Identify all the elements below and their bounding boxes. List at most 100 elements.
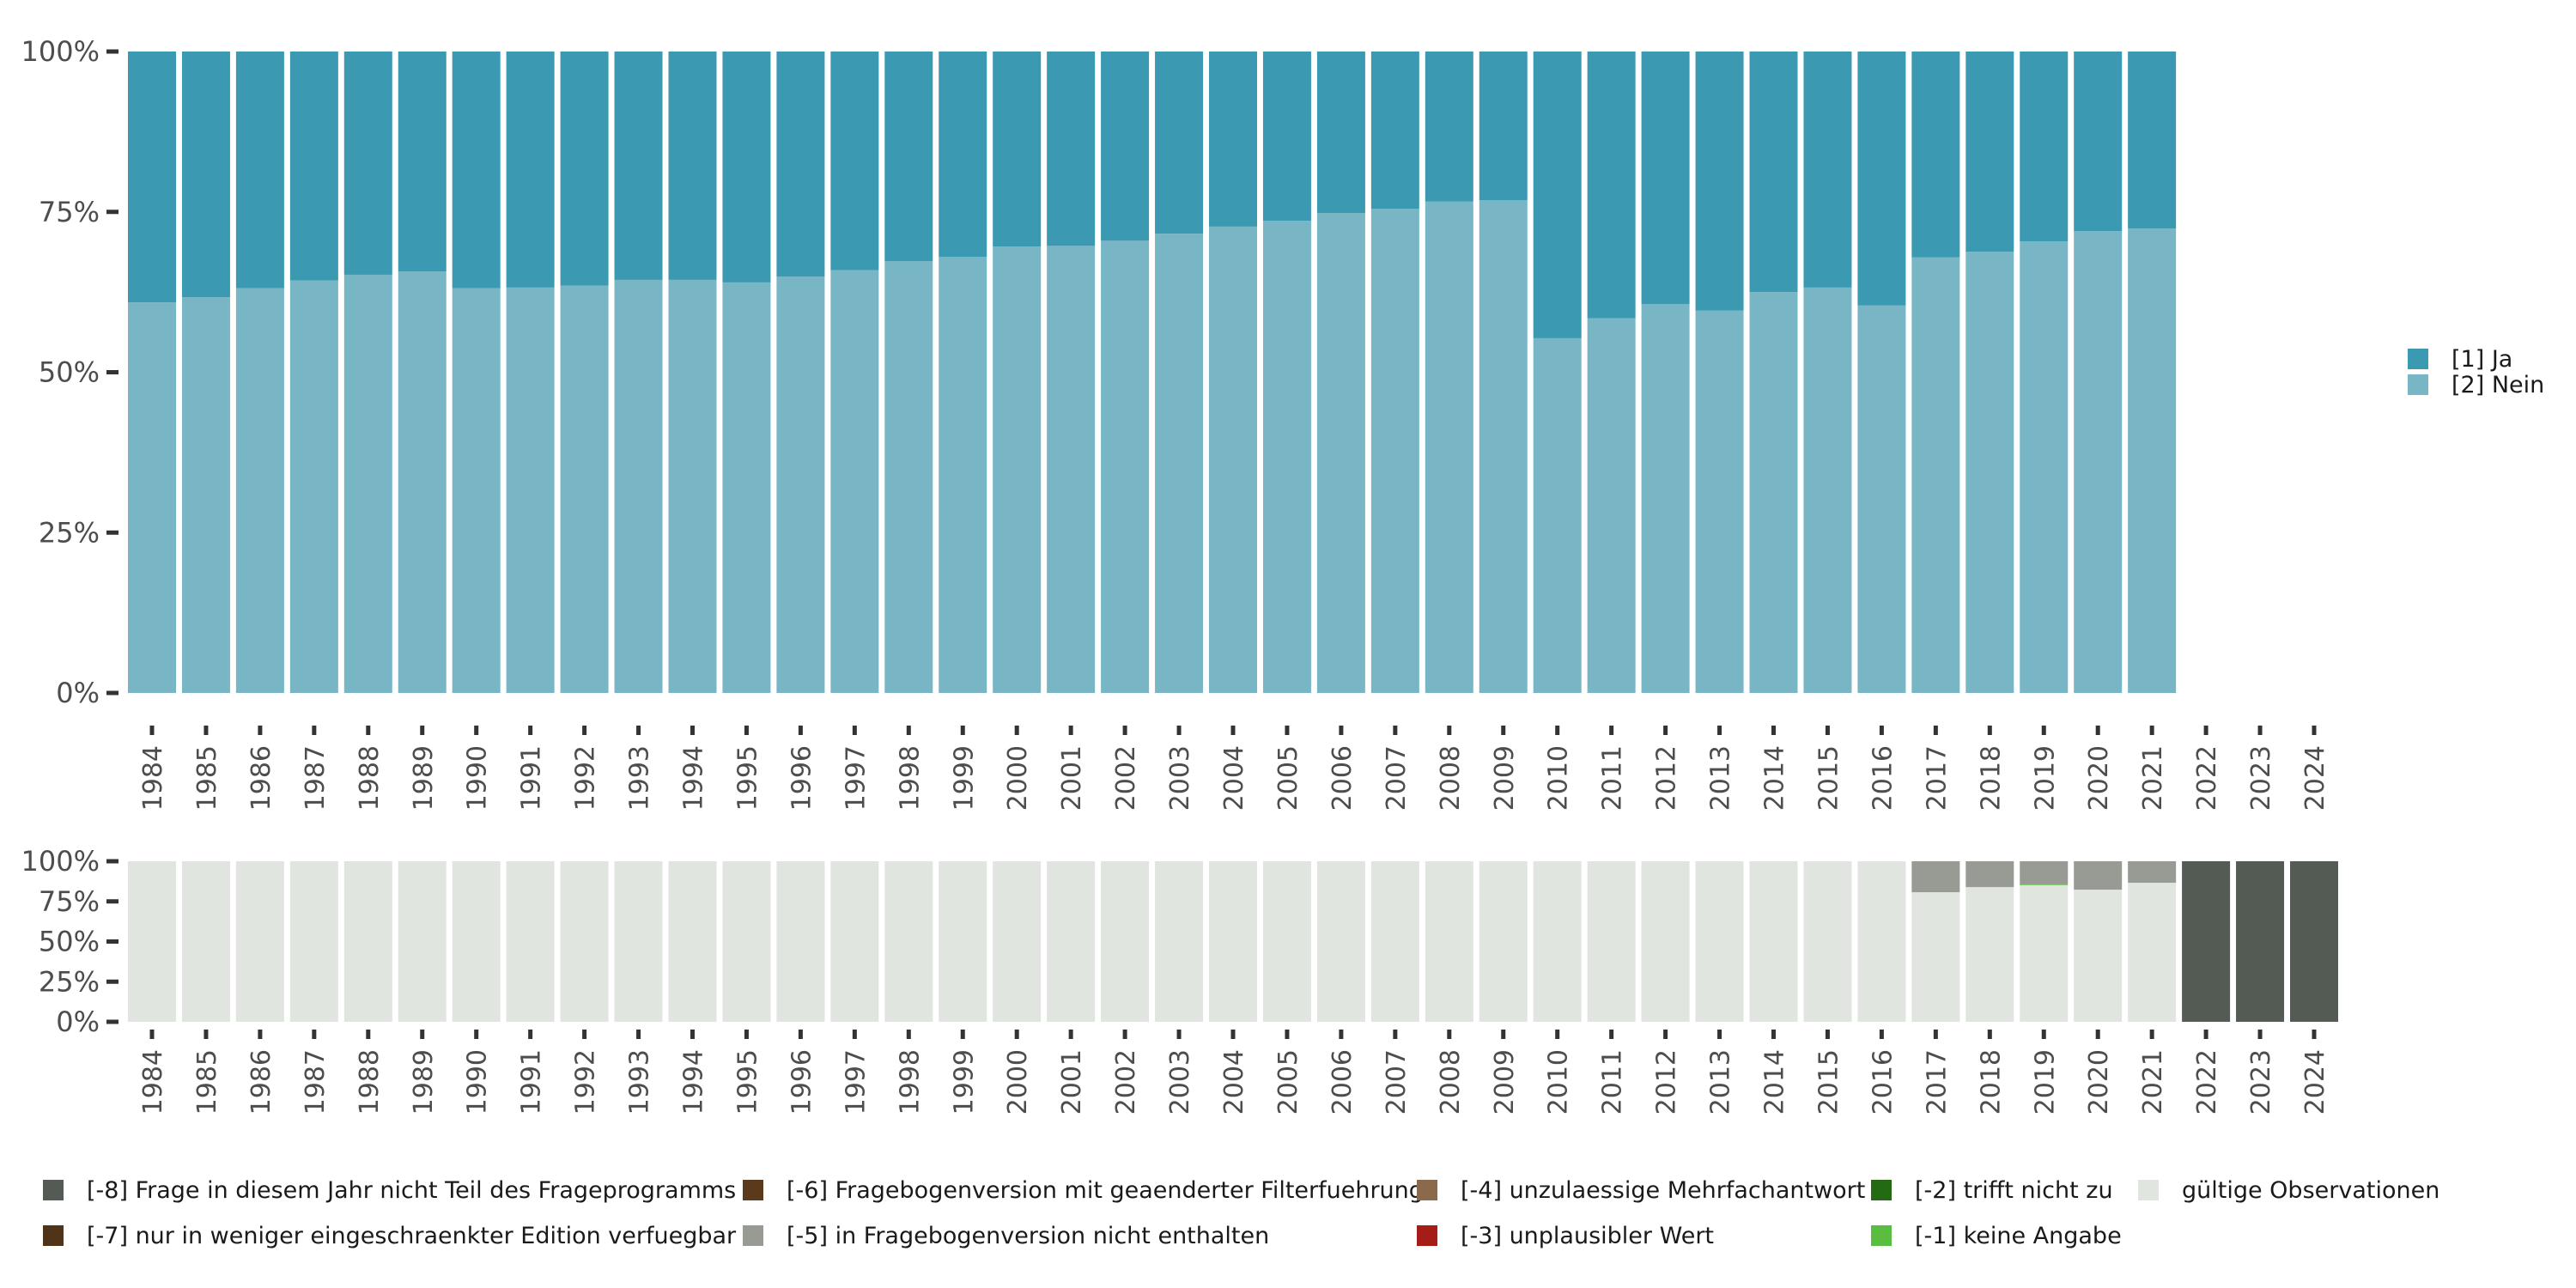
bar-segment-1985-s1 <box>181 52 230 298</box>
bar-segment-1984-s0 <box>128 861 176 1022</box>
bar-segment-1997-s0 <box>830 270 879 693</box>
bar-segment-2017-s2 <box>1911 861 1960 893</box>
x-tick-label: 1997 <box>841 745 871 811</box>
bar-segment-2018-s1 <box>1965 52 2014 252</box>
x-tick-label: 1999 <box>949 1049 979 1115</box>
bar-segment-2021-s1 <box>2128 52 2177 229</box>
x-tick-label: 1989 <box>409 745 439 811</box>
bar-segment-2007-s0 <box>1370 861 1419 1022</box>
x-tick-label: 2022 <box>2192 745 2222 811</box>
right-legend: [1] Ja[2] Nein <box>2408 346 2544 398</box>
legend-label: [-6] Fragebogenversion mit geaenderter F… <box>787 1177 1424 1204</box>
x-tick-label: 2004 <box>1219 1049 1249 1115</box>
bottom-legend: [-8] Frage in diesem Jahr nicht Teil des… <box>43 1177 2439 1249</box>
bar-segment-2003-s0 <box>1155 234 1204 693</box>
x-tick-label: 1999 <box>949 745 979 811</box>
x-tick-label: 2013 <box>1706 1049 1736 1115</box>
bar-segment-2005-s1 <box>1262 52 1311 222</box>
bar-segment-1989-s0 <box>398 861 447 1022</box>
bar-segment-1987-s1 <box>289 52 338 281</box>
bottom-panel: 0% 25% 50% 75% 100% 1984 1985 1986 1987 1988 1989 1… <box>21 845 2338 1115</box>
x-tick-label: 2012 <box>1652 745 1682 811</box>
legend-label: [-4] unzulaessige Mehrfachantwort <box>1461 1177 1865 1204</box>
bar-segment-2017-s0 <box>1911 892 1960 1022</box>
legend-label: [-8] Frage in diesem Jahr nicht Teil des… <box>87 1177 736 1204</box>
x-tick-label: 1985 <box>192 745 222 811</box>
bar-segment-2021-s0 <box>2128 228 2177 693</box>
bar-segment-2021-s2 <box>2128 861 2177 884</box>
x-tick-label: 1985 <box>192 1049 222 1115</box>
x-tick-label: 1988 <box>355 745 385 811</box>
x-tick-label: 2011 <box>1598 745 1628 811</box>
x-tick-label: 2018 <box>1976 745 2006 811</box>
x-tick-label: 2024 <box>2300 745 2330 811</box>
bar-segment-2004-s0 <box>1209 226 1257 693</box>
bar-segment-1986-s0 <box>235 861 284 1022</box>
legend-key <box>1871 1225 1892 1246</box>
x-tick-label: 1990 <box>463 1049 493 1115</box>
bar-segment-2009-s1 <box>1479 52 1528 201</box>
bar-segment-2019-s2 <box>2020 861 2069 884</box>
bar-segment-2015-s0 <box>1803 287 1852 693</box>
bar-segment-2016-s1 <box>1857 52 1906 306</box>
y-tick-label: 100% <box>21 845 100 878</box>
bar-segment-1996-s0 <box>776 276 825 693</box>
x-tick-label: 2005 <box>1273 745 1303 811</box>
x-tick-label: 2012 <box>1652 1049 1682 1115</box>
x-tick-label: 2003 <box>1165 1049 1195 1115</box>
x-tick-label: 2001 <box>1057 1049 1087 1115</box>
bar-segment-1994-s1 <box>668 52 717 280</box>
x-tick-label: 1987 <box>301 1049 331 1115</box>
bar-segment-2003-s1 <box>1155 52 1204 234</box>
legend-label: [-3] unplausibler Wert <box>1461 1223 1714 1249</box>
bar-segment-2013-s0 <box>1695 861 1744 1022</box>
bar-segment-2004-s0 <box>1209 861 1257 1022</box>
bar-segment-1996-s0 <box>776 861 825 1022</box>
x-tick-label: 2003 <box>1165 745 1195 811</box>
x-tick-label: 1987 <box>301 745 331 811</box>
y-tick-label: 25% <box>39 516 100 549</box>
x-tick-label: 1988 <box>355 1049 385 1115</box>
bar-segment-2014-s0 <box>1749 861 1798 1022</box>
x-tick-label: 1991 <box>517 745 547 811</box>
bar-segment-1990-s0 <box>452 288 501 693</box>
y-tick-label: 0% <box>56 677 100 709</box>
y-tick-label: 75% <box>39 885 100 918</box>
x-tick-label: 1994 <box>679 1049 709 1115</box>
bar-segment-1992-s1 <box>560 52 609 286</box>
bar-segment-1987-s0 <box>289 861 338 1022</box>
bar-segment-1998-s1 <box>884 52 933 262</box>
bar-segment-1995-s0 <box>722 282 771 693</box>
x-tick-label: 2014 <box>1760 745 1790 811</box>
bar-segment-1993-s0 <box>614 861 663 1022</box>
x-tick-label: 1995 <box>732 1049 762 1115</box>
x-tick-label: 1984 <box>138 745 168 811</box>
legend-label: [-1] keine Angabe <box>1915 1223 2122 1249</box>
bar-segment-1998-s0 <box>884 861 933 1022</box>
x-tick-label: 2023 <box>2246 1049 2276 1115</box>
bar-segment-2010-s1 <box>1533 52 1582 338</box>
bar-segment-1985-s0 <box>181 297 230 693</box>
x-tick-label: 1986 <box>246 1049 276 1115</box>
legend-key <box>1871 1180 1892 1200</box>
y-tick-label: 75% <box>39 196 100 228</box>
bar-segment-2000-s1 <box>993 52 1042 247</box>
bar-segment-2001-s0 <box>1047 861 1096 1022</box>
bar-segment-1985-s0 <box>181 861 230 1022</box>
x-tick-label: 1986 <box>246 745 276 811</box>
x-tick-label: 1994 <box>679 745 709 811</box>
legend-label: [-5] in Fragebogenversion nicht enthalte… <box>787 1223 1269 1249</box>
bar-segment-2019-s1 <box>2020 884 2069 885</box>
bar-segment-1984-s1 <box>128 52 176 303</box>
legend-key <box>1417 1180 1437 1200</box>
x-tick-label: 1998 <box>895 745 925 811</box>
bar-segment-2011-s0 <box>1587 318 1636 693</box>
bar-segment-1996-s1 <box>776 52 825 277</box>
x-tick-label: 2017 <box>1922 1049 1952 1115</box>
y-tick-label: 0% <box>56 1005 100 1038</box>
bar-segment-1999-s0 <box>939 861 987 1022</box>
bar-segment-2001-s0 <box>1047 246 1096 694</box>
bar-segment-2006-s1 <box>1316 52 1365 214</box>
x-tick-label: 2015 <box>1814 1049 1844 1115</box>
x-tick-label: 2006 <box>1327 745 1358 811</box>
